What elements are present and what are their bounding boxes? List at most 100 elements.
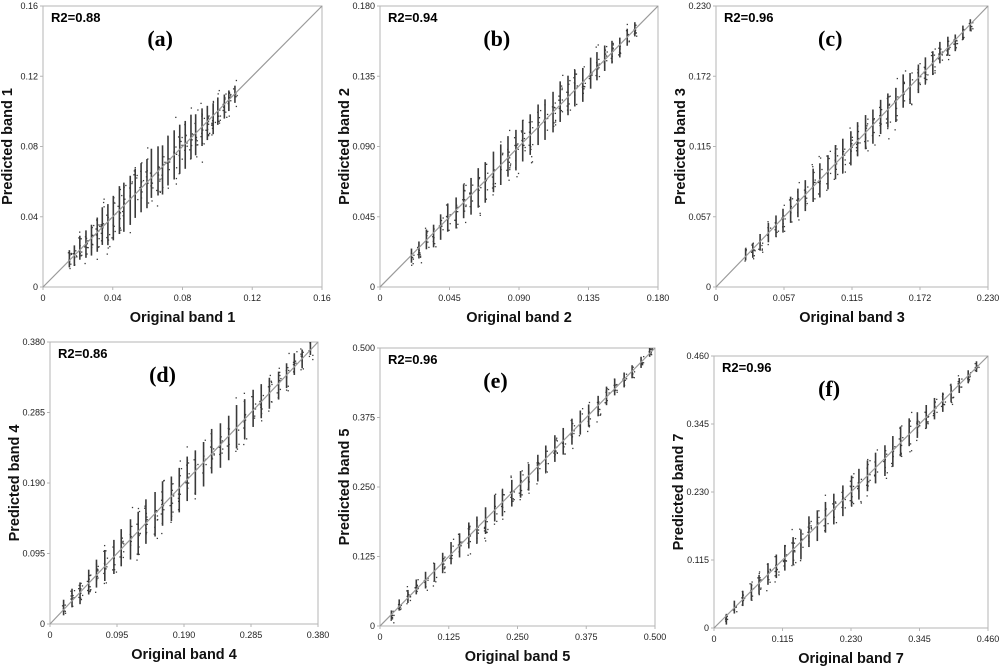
data-point (732, 609, 734, 611)
data-point (754, 250, 756, 252)
data-point (961, 386, 963, 388)
data-point (555, 439, 558, 441)
data-point (554, 124, 557, 126)
data-point (833, 178, 835, 180)
data-point (751, 244, 753, 246)
data-point (797, 191, 799, 193)
data-point (406, 590, 408, 592)
data-point (903, 81, 905, 83)
data-point (618, 51, 621, 53)
data-point (145, 531, 148, 534)
data-point (974, 366, 976, 369)
data-point (64, 612, 67, 614)
data-point (181, 136, 183, 139)
data-point (449, 214, 451, 216)
data-point (229, 97, 231, 99)
data-point (537, 478, 539, 481)
data-point (503, 511, 506, 513)
data-point (517, 148, 519, 151)
data-points (61, 342, 314, 616)
y-axis-label: Predicted band 2 (337, 88, 353, 205)
data-point (544, 472, 547, 474)
data-point (236, 94, 238, 97)
data-point (574, 94, 576, 96)
data-point (969, 374, 971, 376)
data-point (628, 40, 630, 42)
data-point (608, 392, 610, 394)
data-point (496, 513, 498, 515)
data-point (797, 198, 800, 200)
data-point (170, 515, 173, 518)
data-point (793, 564, 795, 566)
identity-line (42, 5, 323, 288)
data-point (524, 150, 526, 152)
data-point (494, 185, 496, 188)
data-point (226, 116, 228, 118)
data-point (651, 348, 653, 350)
data-point (80, 588, 82, 590)
y-tick-label: 0.08 (20, 142, 38, 152)
data-point (767, 570, 770, 573)
data-point (574, 82, 576, 85)
data-point (419, 256, 422, 258)
data-point (961, 38, 964, 41)
data-point (556, 440, 558, 442)
data-point (152, 187, 154, 189)
data-point (217, 115, 219, 117)
x-axis-label: Original band 1 (130, 310, 236, 326)
data-point (573, 77, 575, 79)
data-point (221, 452, 223, 454)
data-point (625, 30, 628, 32)
data-point (210, 433, 212, 435)
data-point (735, 606, 737, 609)
data-point (154, 526, 156, 529)
data-point (841, 506, 843, 509)
data-point (187, 462, 190, 464)
data-point (808, 537, 810, 539)
data-point (160, 499, 163, 501)
data-point (952, 396, 954, 399)
data-point (767, 243, 769, 246)
data-point (138, 546, 140, 548)
data-point (522, 119, 524, 121)
data-point (595, 74, 597, 77)
data-point (604, 402, 606, 404)
data-point (407, 599, 409, 601)
data-point (169, 504, 171, 507)
data-point (244, 419, 247, 421)
data-point (79, 253, 81, 255)
x-tick-label: 0.04 (104, 293, 122, 303)
data-point (888, 103, 891, 105)
data-point (292, 361, 295, 364)
data-point (775, 570, 777, 572)
data-point (465, 184, 467, 187)
data-point (102, 223, 105, 225)
data-point (261, 408, 263, 410)
data-point (818, 155, 820, 158)
data-point (417, 579, 419, 581)
data-point (783, 204, 785, 206)
data-point (537, 111, 539, 113)
data-point (832, 503, 834, 505)
data-point (167, 187, 169, 189)
data-point (745, 249, 747, 251)
data-point (573, 425, 576, 427)
data-point (112, 224, 114, 226)
identity-line (713, 355, 989, 629)
data-point (79, 244, 81, 247)
data-point (725, 617, 727, 619)
data-point (463, 208, 465, 210)
x-axis-label: Original band 3 (799, 310, 905, 326)
data-point (633, 33, 636, 35)
data-point (834, 159, 836, 161)
data-point (411, 264, 413, 266)
data-point (427, 230, 429, 233)
data-point (119, 556, 121, 558)
data-point (194, 492, 196, 494)
data-point (610, 57, 612, 60)
data-point (894, 129, 896, 131)
data-point (417, 246, 419, 249)
data-point (393, 614, 395, 617)
data-point (458, 536, 461, 538)
data-point (301, 356, 303, 358)
